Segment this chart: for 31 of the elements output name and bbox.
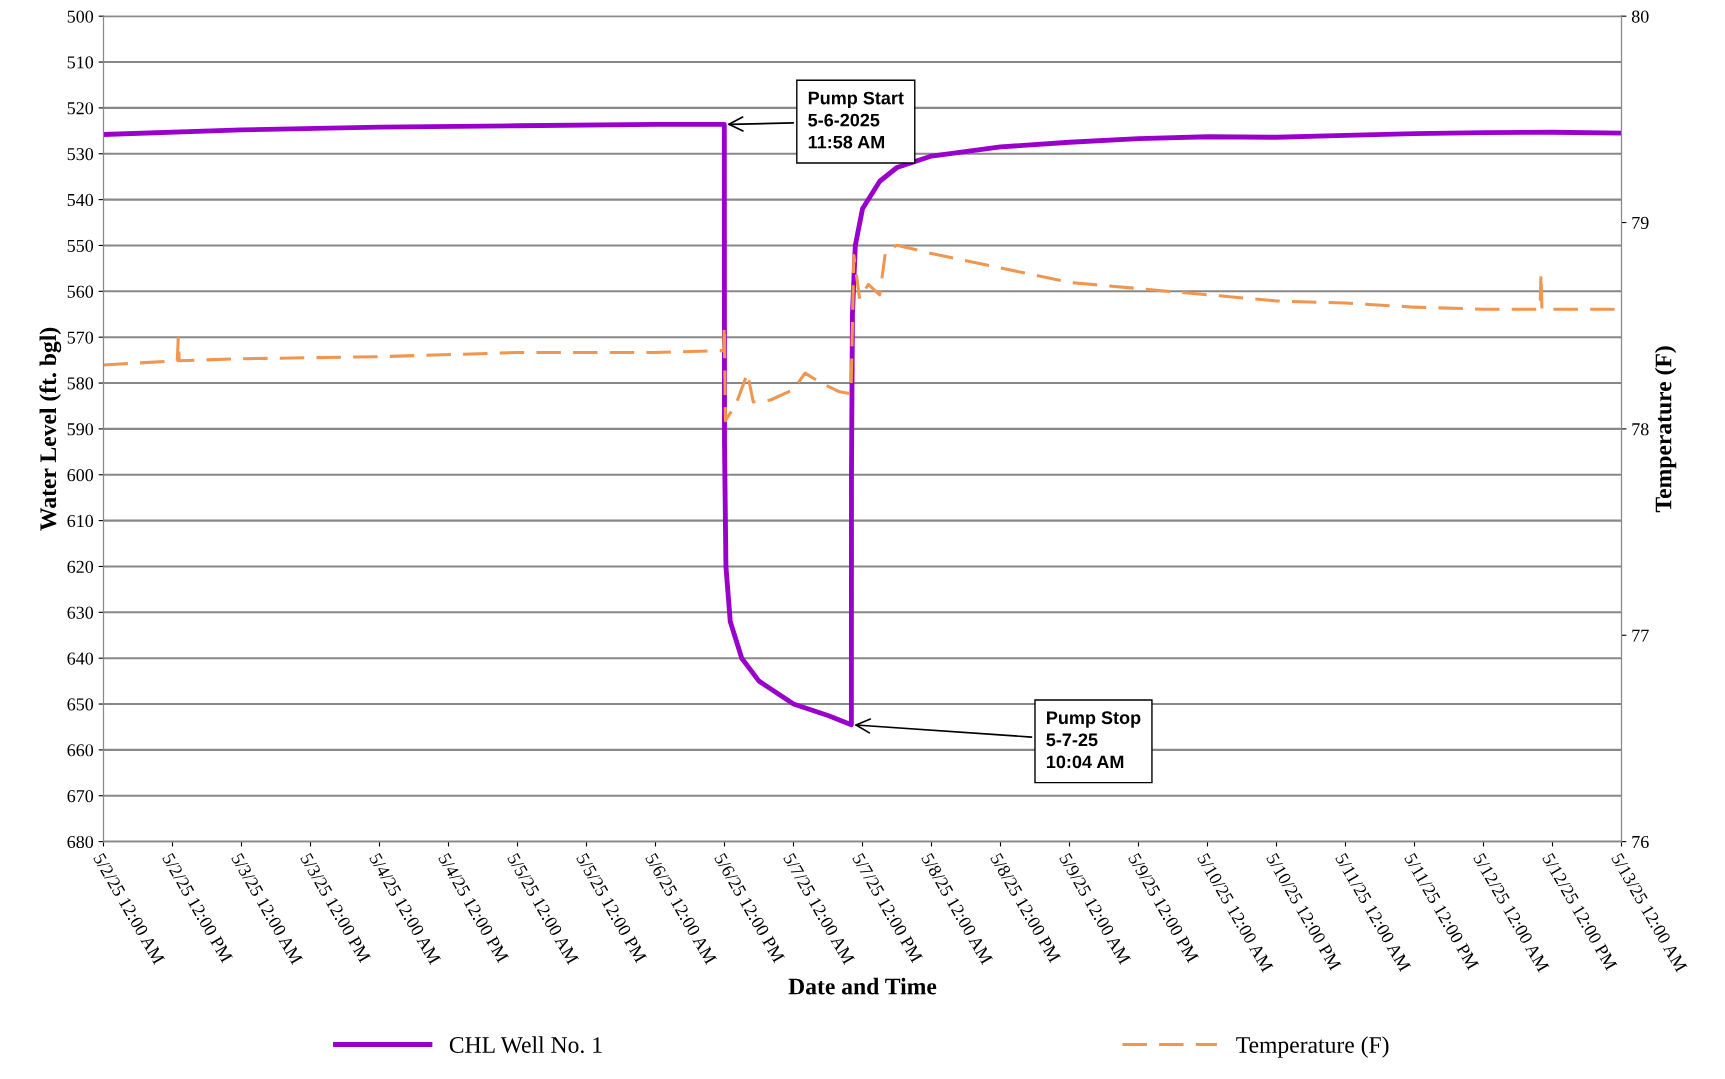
y2-tick-label: 76 xyxy=(1632,835,1649,849)
y2-tick-label: 77 xyxy=(1632,629,1649,642)
y-tick-label: 520 xyxy=(67,102,94,115)
y-tick-label: 570 xyxy=(67,331,94,344)
y-tick-label: 550 xyxy=(67,239,94,252)
y-tick-label: 630 xyxy=(67,606,94,619)
y-axis-title: Water Level (ft. bgl) xyxy=(39,327,62,531)
y-tick-label: 530 xyxy=(67,148,94,161)
y-tick-label: 620 xyxy=(67,560,94,573)
y-tick-label: 660 xyxy=(67,744,94,757)
y-tick-label: 560 xyxy=(67,285,94,298)
y-tick-label: 650 xyxy=(67,698,94,711)
y-tick-label: 590 xyxy=(67,423,94,436)
x-axis-title: Date and Time xyxy=(788,977,937,995)
y2-tick-label: 80 xyxy=(1631,10,1649,23)
y2-axis-title: Temperature (F) xyxy=(1654,346,1677,513)
y-tick-label: 600 xyxy=(67,469,94,482)
y-tick-label: 670 xyxy=(67,790,94,803)
y2-tick-label: 79 xyxy=(1632,216,1649,229)
y2-tick-label: 78 xyxy=(1632,423,1649,436)
y-tick-label: 610 xyxy=(67,514,94,528)
annotation: Pump Stop 5-7-25 10:04 AM xyxy=(1046,711,1141,769)
legend-label: CHL Well No. 1 xyxy=(449,1036,602,1054)
legend-label: Temperature (F) xyxy=(1236,1036,1389,1058)
y-tick-label: 580 xyxy=(67,377,94,390)
annotation: Pump Start 5-6-2025 11:58 AM xyxy=(808,91,904,149)
y-tick-label: 540 xyxy=(67,193,94,207)
y-tick-label: 640 xyxy=(67,652,94,665)
y-tick-label: 680 xyxy=(67,835,94,849)
y-tick-label: 500 xyxy=(67,10,94,23)
y-tick-label: 510 xyxy=(67,56,94,69)
